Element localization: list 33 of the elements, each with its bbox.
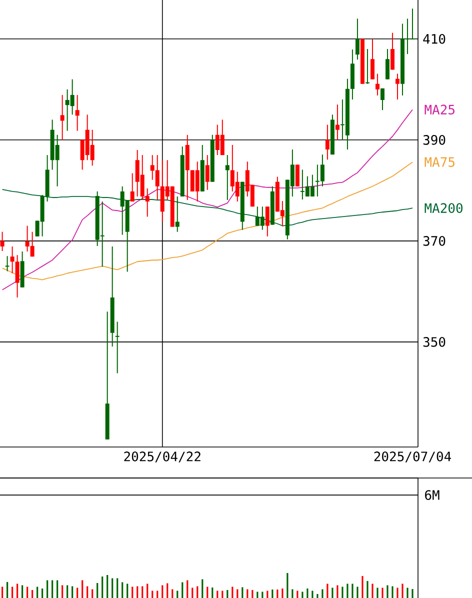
series-label: MA75 — [424, 157, 454, 167]
candlestick — [390, 32, 394, 70]
candlestick — [15, 254, 20, 298]
y-tick-label: 350 — [423, 337, 446, 347]
candlestick — [75, 94, 80, 132]
candlestick — [130, 172, 134, 202]
candlestick — [335, 104, 340, 140]
candlestick — [4, 256, 10, 272]
candlestick — [60, 94, 64, 140]
x-tick-label: 2025/04/22 — [124, 452, 200, 462]
candlestick — [10, 246, 14, 274]
y-tick-label: 390 — [423, 134, 446, 145]
y-tick-label: 370 — [423, 236, 446, 246]
candlestick — [175, 196, 180, 232]
candlestick — [375, 73, 380, 96]
candlestick — [396, 73, 400, 100]
candlestick — [295, 164, 300, 187]
candlestick — [265, 206, 270, 237]
candlestick — [0, 231, 4, 252]
candlestick — [364, 48, 370, 84]
candlestick — [225, 154, 230, 201]
x-tick-label: 2025/07/04 — [374, 452, 452, 462]
y-tick-label: 410 — [423, 34, 446, 44]
candlestick — [380, 88, 384, 111]
candlestick — [355, 18, 360, 60]
candlestick — [205, 154, 210, 190]
candlestick — [114, 321, 120, 374]
series-label: MA25 — [424, 104, 454, 115]
candlestick — [385, 48, 390, 80]
candlestick — [370, 38, 374, 80]
series-label: MA200 — [424, 203, 462, 214]
text: 6M — [425, 490, 440, 500]
candlestick — [325, 124, 330, 160]
